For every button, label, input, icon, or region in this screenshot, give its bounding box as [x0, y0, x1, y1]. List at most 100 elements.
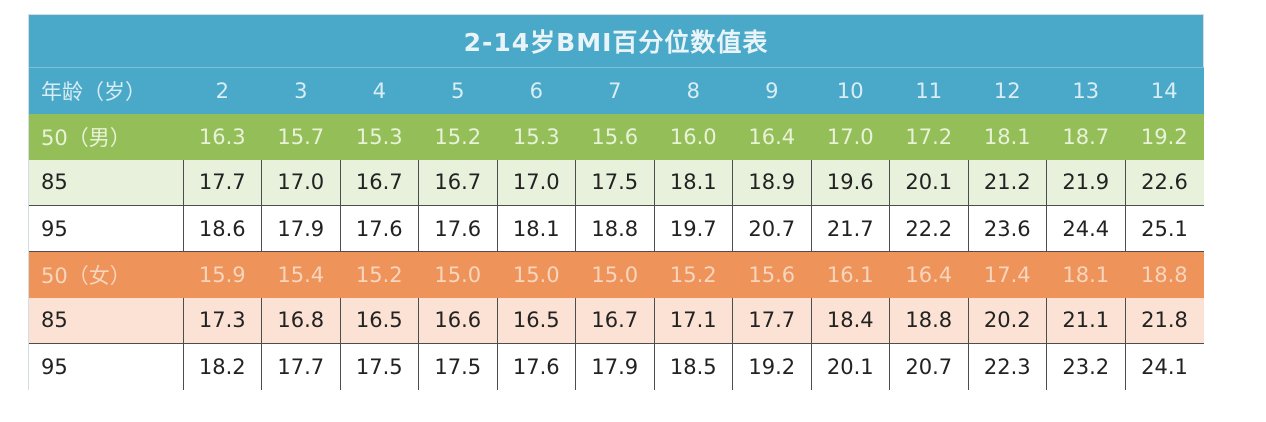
bmi-value-cell: 17.2 — [889, 113, 968, 160]
bmi-value-cell: 18.6 — [183, 205, 262, 252]
age-cell: 14 — [1125, 67, 1204, 114]
bmi-value-cell: 17.0 — [261, 159, 341, 206]
age-cell: 12 — [968, 67, 1047, 114]
table-body: 年龄（岁） 2 3 4 5 6 7 8 9 10 11 12 13 14 50（… — [29, 67, 1204, 390]
bmi-value-cell: 24.1 — [1125, 343, 1204, 390]
bmi-value-cell: 16.0 — [654, 113, 733, 160]
bmi-value-cell: 17.7 — [261, 343, 341, 390]
bmi-value-cell: 15.6 — [732, 251, 811, 298]
age-cell: 11 — [889, 67, 968, 114]
bmi-value-cell: 19.2 — [1125, 113, 1204, 160]
bmi-value-cell: 23.6 — [968, 205, 1047, 252]
bmi-value-cell: 18.8 — [1125, 251, 1204, 298]
bmi-value-cell: 18.1 — [1046, 251, 1125, 298]
header-row: 年龄（岁） 2 3 4 5 6 7 8 9 10 11 12 13 14 — [29, 67, 1204, 114]
bmi-value-cell: 17.9 — [575, 343, 655, 390]
age-cell: 10 — [811, 67, 890, 114]
bmi-value-cell: 15.2 — [654, 251, 733, 298]
bmi-value-cell: 21.7 — [811, 205, 890, 252]
bmi-value-cell: 18.2 — [183, 343, 262, 390]
bmi-value-cell: 17.5 — [575, 159, 655, 206]
bmi-value-cell: 16.7 — [418, 159, 498, 206]
bmi-value-cell: 25.1 — [1125, 205, 1204, 252]
bmi-percentile-table: 年龄（岁） 2 3 4 5 6 7 8 9 10 11 12 13 14 50（… — [29, 67, 1204, 390]
row-label: 50（女） — [29, 251, 183, 298]
row-label: 95 — [29, 343, 184, 390]
bmi-value-cell: 23.2 — [1046, 343, 1126, 390]
age-cell: 7 — [575, 67, 654, 114]
bmi-value-cell: 18.7 — [1046, 113, 1125, 160]
age-cell: 6 — [497, 67, 576, 114]
bmi-value-cell: 16.7 — [575, 297, 655, 344]
bmi-value-cell: 17.5 — [340, 343, 419, 390]
row-male-50: 50（男） 16.3 15.7 15.3 15.2 15.3 15.6 16.0 16.4 17.… — [29, 113, 1204, 160]
bmi-value-cell: 17.7 — [183, 159, 262, 206]
bmi-value-cell: 18.8 — [889, 297, 969, 344]
bmi-value-cell: 18.1 — [497, 205, 576, 252]
bmi-value-cell: 21.1 — [1046, 297, 1126, 344]
bmi-value-cell: 20.7 — [889, 343, 969, 390]
bmi-value-cell: 17.6 — [418, 205, 498, 252]
bmi-value-cell: 16.4 — [889, 251, 968, 298]
bmi-value-cell: 16.6 — [418, 297, 498, 344]
bmi-value-cell: 16.1 — [811, 251, 890, 298]
age-cell: 2 — [183, 67, 262, 114]
bmi-value-cell: 18.1 — [968, 113, 1047, 160]
bmi-value-cell: 15.0 — [575, 251, 654, 298]
bmi-value-cell: 16.5 — [497, 297, 576, 344]
bmi-value-cell: 21.8 — [1125, 297, 1204, 344]
bmi-value-cell: 22.6 — [1125, 159, 1204, 206]
bmi-value-cell: 15.3 — [340, 113, 419, 160]
bmi-value-cell: 22.2 — [889, 205, 969, 252]
bmi-value-cell: 15.4 — [261, 251, 340, 298]
bmi-value-cell: 19.7 — [654, 205, 733, 252]
bmi-value-cell: 22.3 — [968, 343, 1047, 390]
bmi-value-cell: 20.1 — [811, 343, 890, 390]
age-cell: 9 — [732, 67, 811, 114]
bmi-value-cell: 15.2 — [418, 113, 497, 160]
bmi-value-cell: 15.6 — [575, 113, 654, 160]
row-label: 95 — [29, 205, 184, 252]
age-cell: 13 — [1046, 67, 1125, 114]
bmi-value-cell: 17.4 — [968, 251, 1047, 298]
bmi-value-cell: 21.9 — [1046, 159, 1126, 206]
bmi-value-cell: 18.4 — [811, 297, 890, 344]
table-title: 2-14岁BMI百分位数值表 — [29, 15, 1203, 67]
bmi-value-cell: 15.9 — [183, 251, 262, 298]
age-cell: 3 — [261, 67, 340, 114]
bmi-value-cell: 18.5 — [654, 343, 733, 390]
bmi-value-cell: 16.7 — [340, 159, 419, 206]
row-male-85: 85 17.7 17.0 16.7 16.7 17.0 17.5 18.1 18.9 19.6 20… — [29, 159, 1204, 206]
bmi-value-cell: 17.9 — [261, 205, 341, 252]
bmi-value-cell: 17.6 — [340, 205, 419, 252]
bmi-value-cell: 19.2 — [732, 343, 812, 390]
header-label: 年龄（岁） — [29, 67, 183, 114]
bmi-value-cell: 17.6 — [497, 343, 576, 390]
bmi-value-cell: 18.1 — [654, 159, 733, 206]
row-label: 85 — [29, 159, 184, 206]
age-cell: 4 — [340, 67, 419, 114]
row-female-95: 95 18.2 17.7 17.5 17.5 17.6 17.9 18.5 19.2 20.1 20… — [29, 343, 1204, 390]
bmi-value-cell: 24.4 — [1046, 205, 1126, 252]
row-label: 50（男） — [29, 113, 183, 160]
bmi-value-cell: 15.7 — [261, 113, 340, 160]
row-male-95: 95 18.6 17.9 17.6 17.6 18.1 18.8 19.7 20.7 21.7 22… — [29, 205, 1204, 252]
bmi-value-cell: 20.2 — [968, 297, 1047, 344]
bmi-value-cell: 21.2 — [968, 159, 1047, 206]
bmi-value-cell: 15.0 — [497, 251, 576, 298]
bmi-value-cell: 17.1 — [654, 297, 733, 344]
row-female-85: 85 17.3 16.8 16.5 16.6 16.5 16.7 17.1 17.7 18.4 18… — [29, 297, 1204, 344]
bmi-value-cell: 16.3 — [183, 113, 262, 160]
bmi-table-frame: 2-14岁BMI百分位数值表 年龄（岁） 2 3 4 5 6 7 8 9 10 … — [28, 14, 1204, 390]
row-female-50: 50（女） 15.9 15.4 15.2 15.0 15.0 15.0 15.2 15.6 16.… — [29, 251, 1204, 298]
bmi-value-cell: 16.5 — [340, 297, 419, 344]
bmi-value-cell: 17.5 — [418, 343, 498, 390]
row-label: 85 — [29, 297, 184, 344]
bmi-value-cell: 17.0 — [811, 113, 890, 160]
bmi-value-cell: 16.8 — [261, 297, 341, 344]
bmi-value-cell: 15.0 — [418, 251, 497, 298]
bmi-value-cell: 15.2 — [340, 251, 419, 298]
bmi-value-cell: 17.7 — [732, 297, 812, 344]
bmi-value-cell: 19.6 — [811, 159, 890, 206]
bmi-value-cell: 16.4 — [732, 113, 811, 160]
